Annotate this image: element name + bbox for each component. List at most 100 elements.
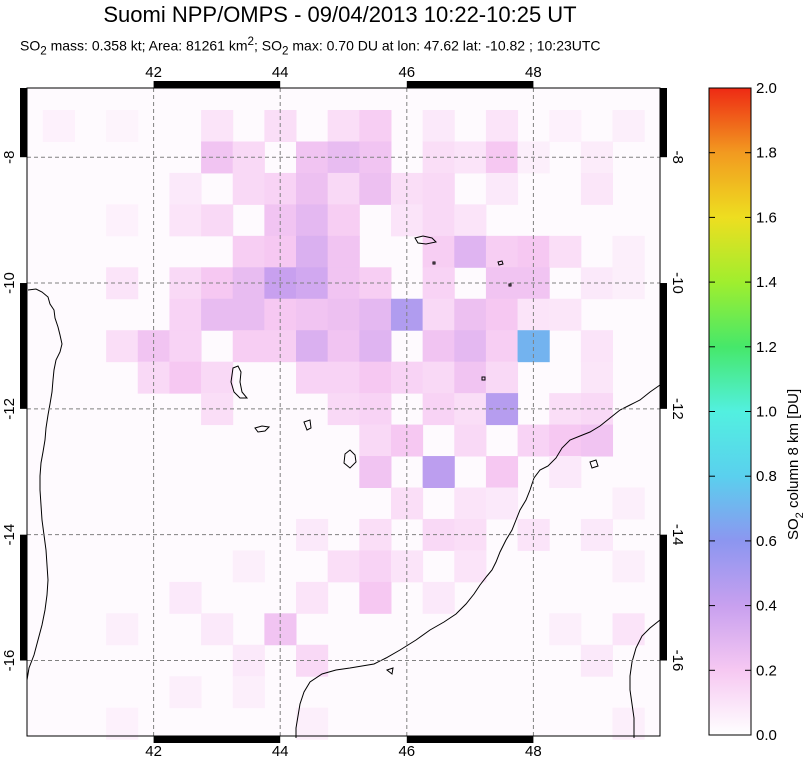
colorbar-tick-label: 0.8: [756, 468, 777, 485]
frame-segment: [660, 88, 667, 158]
colorbar-title-suffix: column 8 km [DU]: [785, 389, 802, 512]
so2-cell: [612, 110, 645, 142]
island-small: [385, 667, 394, 675]
so2-cell: [422, 330, 455, 363]
so2-cell: [454, 487, 487, 520]
so2-cell: [485, 110, 519, 142]
colorbar-tick-label: 0.0: [756, 727, 777, 744]
so2-cell: [359, 456, 392, 488]
coastline-madagascar-east: [629, 619, 661, 738]
frame-segment: [153, 736, 281, 743]
x-tick-label-bottom: 42: [145, 743, 162, 759]
so2-cell: [169, 298, 202, 331]
island-mayotte: [343, 449, 357, 469]
frame-segment: [660, 534, 667, 661]
x-tick-label-top: 42: [145, 64, 162, 81]
so2-cell: [612, 235, 645, 268]
so2-cell: [169, 581, 202, 614]
colorbar-tick-label: 0.2: [756, 662, 777, 679]
so2-cell: [201, 298, 234, 331]
y-tick-label-right: -16: [669, 650, 686, 672]
so2-cell: [422, 298, 455, 331]
so2-cell: [612, 707, 645, 740]
colorbar-tick-label: 1.0: [756, 404, 777, 421]
island-anjouan: [303, 419, 312, 431]
frame-segment: [660, 283, 667, 409]
so2-cell: [232, 298, 265, 331]
colorbar-tick-label: 1.8: [756, 145, 777, 162]
so2-cell: [580, 172, 614, 205]
so2-cell: [201, 204, 234, 237]
so2-cell: [232, 676, 265, 709]
so2-cell: [169, 330, 202, 363]
y-tick-label-left: -12: [1, 398, 18, 420]
colorbar-tick-label: 2.0: [756, 80, 777, 97]
frame-segment: [406, 81, 534, 88]
so2-cell: [296, 235, 329, 268]
x-tick-label-top: 44: [272, 64, 289, 81]
so2-cell: [42, 110, 75, 142]
so2-cell: [169, 172, 202, 205]
so2-cell: [327, 235, 360, 268]
so2-cell: [106, 204, 139, 237]
colorbar-tick-label: 1.2: [756, 339, 777, 356]
so2-cell: [106, 330, 139, 363]
coastline-layer: [26, 235, 661, 738]
so2-cell: [454, 298, 487, 331]
so2-cell: [296, 707, 329, 740]
island-nosy-be: [589, 459, 599, 469]
so2-cell: [359, 550, 392, 583]
so2-cell: [359, 172, 392, 205]
map-frame: [20, 81, 667, 743]
so2-cell: [232, 235, 265, 268]
y-tick-label-left: -8: [1, 151, 18, 164]
so2-cell: [296, 361, 329, 394]
y-tick-label-left: -14: [1, 524, 18, 546]
island-small: [508, 283, 512, 287]
so2-cell: [327, 110, 360, 142]
so2-cell: [580, 330, 614, 363]
so2-cell: [454, 330, 487, 363]
so2-cell: [359, 424, 392, 457]
subtitle-part: max: 0.70 DU at lon: 47.62 lat: -10.82 ;…: [288, 37, 601, 54]
so2-cell: [232, 330, 265, 363]
so2-cell: [327, 361, 360, 394]
colorbar-tick-label: 1.4: [756, 274, 777, 291]
colorbar: 0.0 0.2 0.4 0.6 0.8 1.0 1.2 1.4 1.6 1.8 2.0: [708, 80, 777, 744]
frame-segment: [20, 88, 27, 158]
so2-cell: [454, 424, 487, 457]
colorbar-tick-label: 0.4: [756, 598, 777, 615]
island-small: [497, 260, 504, 266]
x-tick-label-bottom: 44: [272, 743, 289, 759]
so2-cell: [296, 204, 329, 237]
colorbar-title: SO2 column 8 km [DU]: [785, 389, 806, 540]
so2-cell: [359, 361, 392, 394]
so2-cell: [422, 581, 455, 614]
so2-cell: [106, 707, 139, 740]
so2-cell: [485, 487, 519, 520]
so2-cell: [549, 110, 582, 142]
subtitle-part: mass: 0.358 kt; Area: 81261 km: [46, 37, 248, 54]
x-tick-label-bottom: 48: [525, 743, 542, 759]
so2-cell: [359, 330, 392, 363]
subtitle-subscript: 2: [40, 44, 47, 58]
so2-cell: [549, 424, 582, 457]
y-tick-label-right: -14: [669, 524, 686, 546]
colorbar-tick-label: 1.6: [756, 209, 777, 226]
colorbar-ramp: [708, 87, 752, 736]
so2-cell: [549, 298, 582, 331]
so2-cell: [201, 110, 234, 142]
so2-cell: [454, 361, 487, 394]
so2-cell: [612, 487, 645, 520]
map-subtitle: SO2 mass: 0.358 kt; Area: 81261 km2; SO2…: [20, 35, 601, 57]
y-tick-label-left: -10: [1, 272, 18, 294]
so2-cell: [422, 172, 455, 205]
y-tick-label-left: -16: [1, 650, 18, 672]
so2-cell: [580, 424, 614, 457]
so2-cell: [485, 456, 519, 488]
coastline-madagascar-north: [295, 384, 661, 738]
island-glorioso: [481, 376, 486, 381]
so2-cell: [169, 676, 202, 709]
so2-cell: [359, 110, 392, 142]
